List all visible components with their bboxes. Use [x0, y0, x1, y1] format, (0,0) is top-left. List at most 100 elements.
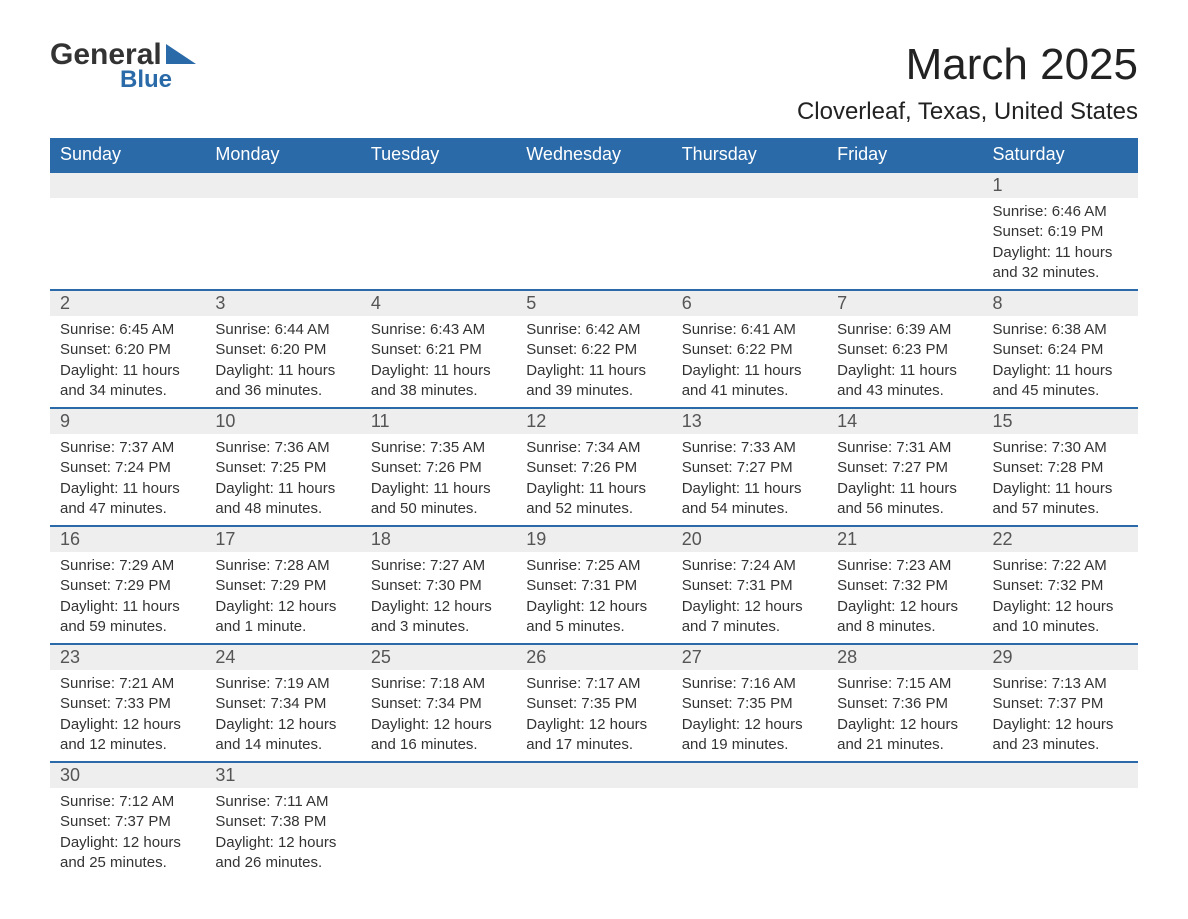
weekday-header: Thursday	[672, 138, 827, 172]
day-data: Sunrise: 7:23 AMSunset: 7:32 PMDaylight:…	[827, 552, 982, 643]
day-number: 8	[983, 291, 1138, 316]
day-data	[205, 198, 360, 208]
day-data	[516, 788, 671, 798]
day-data: Sunrise: 6:46 AMSunset: 6:19 PMDaylight:…	[983, 198, 1138, 289]
sunset-text: Sunset: 7:30 PM	[371, 576, 506, 596]
day-number	[361, 173, 516, 198]
sunrise-text: Sunrise: 7:31 AM	[837, 438, 972, 458]
day-data: Sunrise: 7:33 AMSunset: 7:27 PMDaylight:…	[672, 434, 827, 525]
day-data: Sunrise: 6:44 AMSunset: 6:20 PMDaylight:…	[205, 316, 360, 407]
day-number	[672, 763, 827, 788]
day-number: 14	[827, 409, 982, 434]
sunset-text: Sunset: 7:31 PM	[526, 576, 661, 596]
sunset-text: Sunset: 6:19 PM	[993, 222, 1128, 242]
sunrise-text: Sunrise: 7:28 AM	[215, 556, 350, 576]
sunset-text: Sunset: 7:25 PM	[215, 458, 350, 478]
sunrise-text: Sunrise: 6:45 AM	[60, 320, 195, 340]
sunrise-text: Sunrise: 6:42 AM	[526, 320, 661, 340]
sunrise-text: Sunrise: 6:39 AM	[837, 320, 972, 340]
daylight-text: Daylight: 11 hours and 38 minutes.	[371, 361, 506, 402]
daylight-text: Daylight: 11 hours and 47 minutes.	[60, 479, 195, 520]
sunrise-text: Sunrise: 6:38 AM	[993, 320, 1128, 340]
day-data: Sunrise: 7:15 AMSunset: 7:36 PMDaylight:…	[827, 670, 982, 761]
day-data: Sunrise: 7:21 AMSunset: 7:33 PMDaylight:…	[50, 670, 205, 761]
day-data	[50, 198, 205, 208]
sunrise-text: Sunrise: 7:29 AM	[60, 556, 195, 576]
daylight-text: Daylight: 12 hours and 19 minutes.	[682, 715, 817, 756]
daylight-text: Daylight: 12 hours and 1 minute.	[215, 597, 350, 638]
sunset-text: Sunset: 7:26 PM	[371, 458, 506, 478]
daylight-text: Daylight: 12 hours and 16 minutes.	[371, 715, 506, 756]
day-number: 23	[50, 645, 205, 670]
day-data	[672, 788, 827, 798]
sunset-text: Sunset: 7:36 PM	[837, 694, 972, 714]
daylight-text: Daylight: 11 hours and 50 minutes.	[371, 479, 506, 520]
sunrise-text: Sunrise: 7:15 AM	[837, 674, 972, 694]
brand-name-bottom: Blue	[120, 68, 196, 92]
sunrise-text: Sunrise: 7:34 AM	[526, 438, 661, 458]
day-number: 24	[205, 645, 360, 670]
day-number: 5	[516, 291, 671, 316]
sunset-text: Sunset: 7:37 PM	[60, 812, 195, 832]
sunset-text: Sunset: 7:26 PM	[526, 458, 661, 478]
daylight-text: Daylight: 12 hours and 3 minutes.	[371, 597, 506, 638]
calendar-header-row: SundayMondayTuesdayWednesdayThursdayFrid…	[50, 138, 1138, 172]
day-data: Sunrise: 7:24 AMSunset: 7:31 PMDaylight:…	[672, 552, 827, 643]
daylight-text: Daylight: 12 hours and 21 minutes.	[837, 715, 972, 756]
day-number: 2	[50, 291, 205, 316]
day-data: Sunrise: 7:36 AMSunset: 7:25 PMDaylight:…	[205, 434, 360, 525]
month-title: March 2025	[797, 40, 1138, 90]
day-number	[516, 173, 671, 198]
day-data: Sunrise: 6:45 AMSunset: 6:20 PMDaylight:…	[50, 316, 205, 407]
day-number	[516, 763, 671, 788]
day-data: Sunrise: 6:38 AMSunset: 6:24 PMDaylight:…	[983, 316, 1138, 407]
sunrise-text: Sunrise: 6:43 AM	[371, 320, 506, 340]
sunset-text: Sunset: 7:27 PM	[837, 458, 972, 478]
day-number: 10	[205, 409, 360, 434]
day-number: 7	[827, 291, 982, 316]
weekday-header: Saturday	[983, 138, 1138, 172]
day-data: Sunrise: 7:25 AMSunset: 7:31 PMDaylight:…	[516, 552, 671, 643]
day-number: 18	[361, 527, 516, 552]
sunset-text: Sunset: 7:34 PM	[371, 694, 506, 714]
day-number: 13	[672, 409, 827, 434]
day-number	[827, 763, 982, 788]
sunrise-text: Sunrise: 6:46 AM	[993, 202, 1128, 222]
day-data: Sunrise: 6:41 AMSunset: 6:22 PMDaylight:…	[672, 316, 827, 407]
day-data: Sunrise: 7:37 AMSunset: 7:24 PMDaylight:…	[50, 434, 205, 525]
day-number: 6	[672, 291, 827, 316]
day-number: 22	[983, 527, 1138, 552]
sunset-text: Sunset: 7:28 PM	[993, 458, 1128, 478]
sunset-text: Sunset: 6:21 PM	[371, 340, 506, 360]
daylight-text: Daylight: 12 hours and 14 minutes.	[215, 715, 350, 756]
day-data: Sunrise: 7:29 AMSunset: 7:29 PMDaylight:…	[50, 552, 205, 643]
daylight-text: Daylight: 11 hours and 57 minutes.	[993, 479, 1128, 520]
day-data: Sunrise: 7:31 AMSunset: 7:27 PMDaylight:…	[827, 434, 982, 525]
sunrise-text: Sunrise: 6:41 AM	[682, 320, 817, 340]
day-number: 12	[516, 409, 671, 434]
sunrise-text: Sunrise: 7:23 AM	[837, 556, 972, 576]
day-number: 4	[361, 291, 516, 316]
sunset-text: Sunset: 7:24 PM	[60, 458, 195, 478]
daylight-text: Daylight: 12 hours and 25 minutes.	[60, 833, 195, 874]
sunrise-text: Sunrise: 7:35 AM	[371, 438, 506, 458]
sunrise-text: Sunrise: 7:33 AM	[682, 438, 817, 458]
day-data: Sunrise: 7:22 AMSunset: 7:32 PMDaylight:…	[983, 552, 1138, 643]
day-number: 26	[516, 645, 671, 670]
daylight-text: Daylight: 11 hours and 56 minutes.	[837, 479, 972, 520]
daylight-text: Daylight: 11 hours and 41 minutes.	[682, 361, 817, 402]
day-number: 27	[672, 645, 827, 670]
day-data	[516, 198, 671, 208]
day-data: Sunrise: 7:12 AMSunset: 7:37 PMDaylight:…	[50, 788, 205, 879]
day-number: 20	[672, 527, 827, 552]
sunset-text: Sunset: 7:32 PM	[993, 576, 1128, 596]
day-data: Sunrise: 7:13 AMSunset: 7:37 PMDaylight:…	[983, 670, 1138, 761]
daylight-text: Daylight: 12 hours and 7 minutes.	[682, 597, 817, 638]
sunrise-text: Sunrise: 7:37 AM	[60, 438, 195, 458]
day-data: Sunrise: 7:17 AMSunset: 7:35 PMDaylight:…	[516, 670, 671, 761]
sunset-text: Sunset: 7:33 PM	[60, 694, 195, 714]
daylight-text: Daylight: 11 hours and 39 minutes.	[526, 361, 661, 402]
sunset-text: Sunset: 7:29 PM	[60, 576, 195, 596]
weekday-header: Sunday	[50, 138, 205, 172]
day-data: Sunrise: 7:30 AMSunset: 7:28 PMDaylight:…	[983, 434, 1138, 525]
